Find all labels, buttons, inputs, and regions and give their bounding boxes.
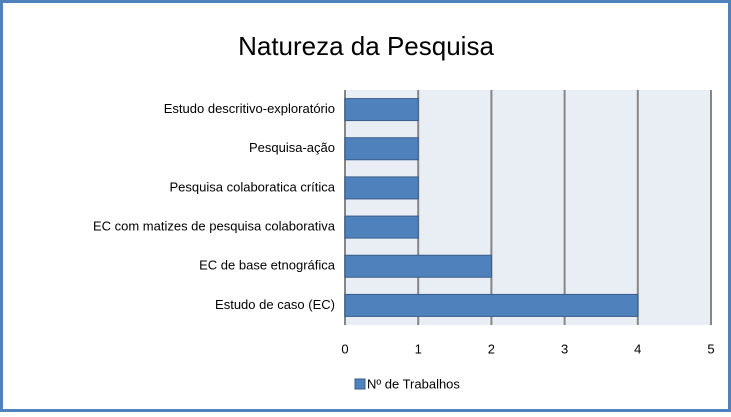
- y-tick-label: EC com matizes de pesquisa colaborativa: [93, 219, 336, 234]
- legend-swatch: [354, 378, 366, 390]
- x-tick-label: 5: [707, 341, 714, 356]
- legend-label: Nº de Trabalhos: [367, 376, 460, 391]
- y-tick-label: Pesquisa-ação: [249, 140, 335, 155]
- x-tick-label: 1: [415, 341, 422, 356]
- bar: [344, 137, 419, 161]
- y-tick-label: EC de base etnográfica: [199, 258, 336, 273]
- bar: [344, 176, 419, 200]
- bar: [344, 215, 419, 239]
- chart-title: Natureza da Pesquisa: [238, 31, 494, 61]
- bar: [344, 254, 492, 278]
- x-tick-label: 3: [561, 341, 568, 356]
- x-tick-label: 4: [634, 341, 641, 356]
- y-tick-label: Estudo de caso (EC): [215, 297, 335, 312]
- x-tick-label: 2: [488, 341, 495, 356]
- bar: [344, 293, 639, 317]
- x-tick-label: 0: [341, 341, 348, 356]
- y-tick-label: Estudo descritivo-exploratório: [164, 101, 335, 116]
- bar: [344, 98, 419, 122]
- y-tick-label: Pesquisa colaboratica crítica: [170, 179, 336, 194]
- plot-area: [345, 90, 711, 325]
